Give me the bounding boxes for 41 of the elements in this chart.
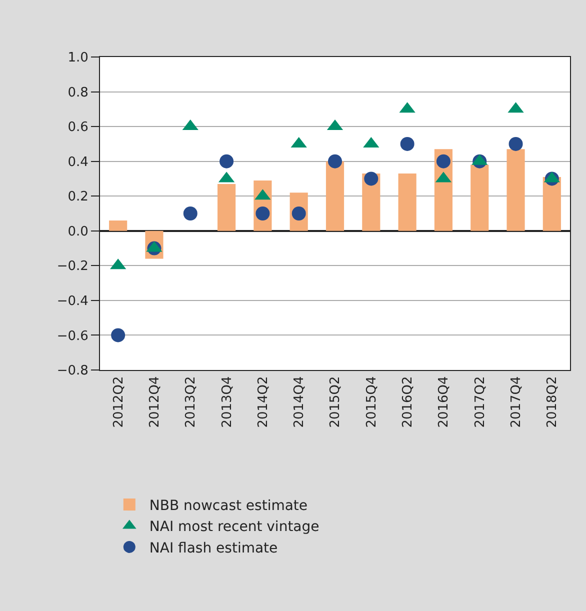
x-tick-label: 2014Q2 <box>256 376 271 428</box>
x-tick-label: 2013Q2 <box>184 376 199 428</box>
x-tick-label: 2016Q4 <box>436 376 452 428</box>
point <box>111 328 126 342</box>
x-tick-label: 2013Q4 <box>220 376 235 428</box>
y-tick-label: −0.2 <box>56 259 88 274</box>
y-tick-label: 0.0 <box>68 224 88 240</box>
bar <box>109 220 128 231</box>
point <box>256 206 270 220</box>
legend-label: NBB nowcast estimate <box>149 498 308 514</box>
x-tick-label: 2017Q4 <box>508 376 524 428</box>
y-tick-label: 0.6 <box>68 120 88 136</box>
y-tick-label: 0.4 <box>68 154 88 170</box>
x-tick-label: 2012Q2 <box>111 376 126 428</box>
point <box>220 154 234 168</box>
point <box>183 206 198 220</box>
x-tick-label: 2016Q2 <box>400 376 416 428</box>
x-tick-label: 2012Q4 <box>147 376 162 428</box>
point <box>400 136 414 151</box>
y-tick-label: 0.2 <box>68 190 88 205</box>
y-tick-label: −0.6 <box>56 328 88 344</box>
legend-label: NAI flash estimate <box>149 540 278 556</box>
bar <box>506 149 525 231</box>
bar <box>218 184 236 231</box>
legend-label: NAI most recent vintage <box>149 519 320 536</box>
x-tick-label: 2015Q2 <box>328 376 344 428</box>
y-tick-label: −0.8 <box>56 364 88 379</box>
bar <box>398 174 416 231</box>
x-tick-label: 2015Q4 <box>364 376 380 428</box>
x-tick-label: 2014Q4 <box>292 376 308 428</box>
y-tick-label: 1.0 <box>68 50 88 66</box>
x-tick-label: 2017Q2 <box>472 376 488 428</box>
point <box>508 136 523 151</box>
y-tick-label: 0.8 <box>68 85 88 100</box>
point <box>328 154 342 168</box>
bar <box>326 161 344 231</box>
y-tick-label: −0.4 <box>56 294 88 309</box>
point <box>436 154 450 168</box>
x-tick-label: 2018Q2 <box>545 376 560 428</box>
bar <box>470 164 489 231</box>
point <box>364 172 378 186</box>
